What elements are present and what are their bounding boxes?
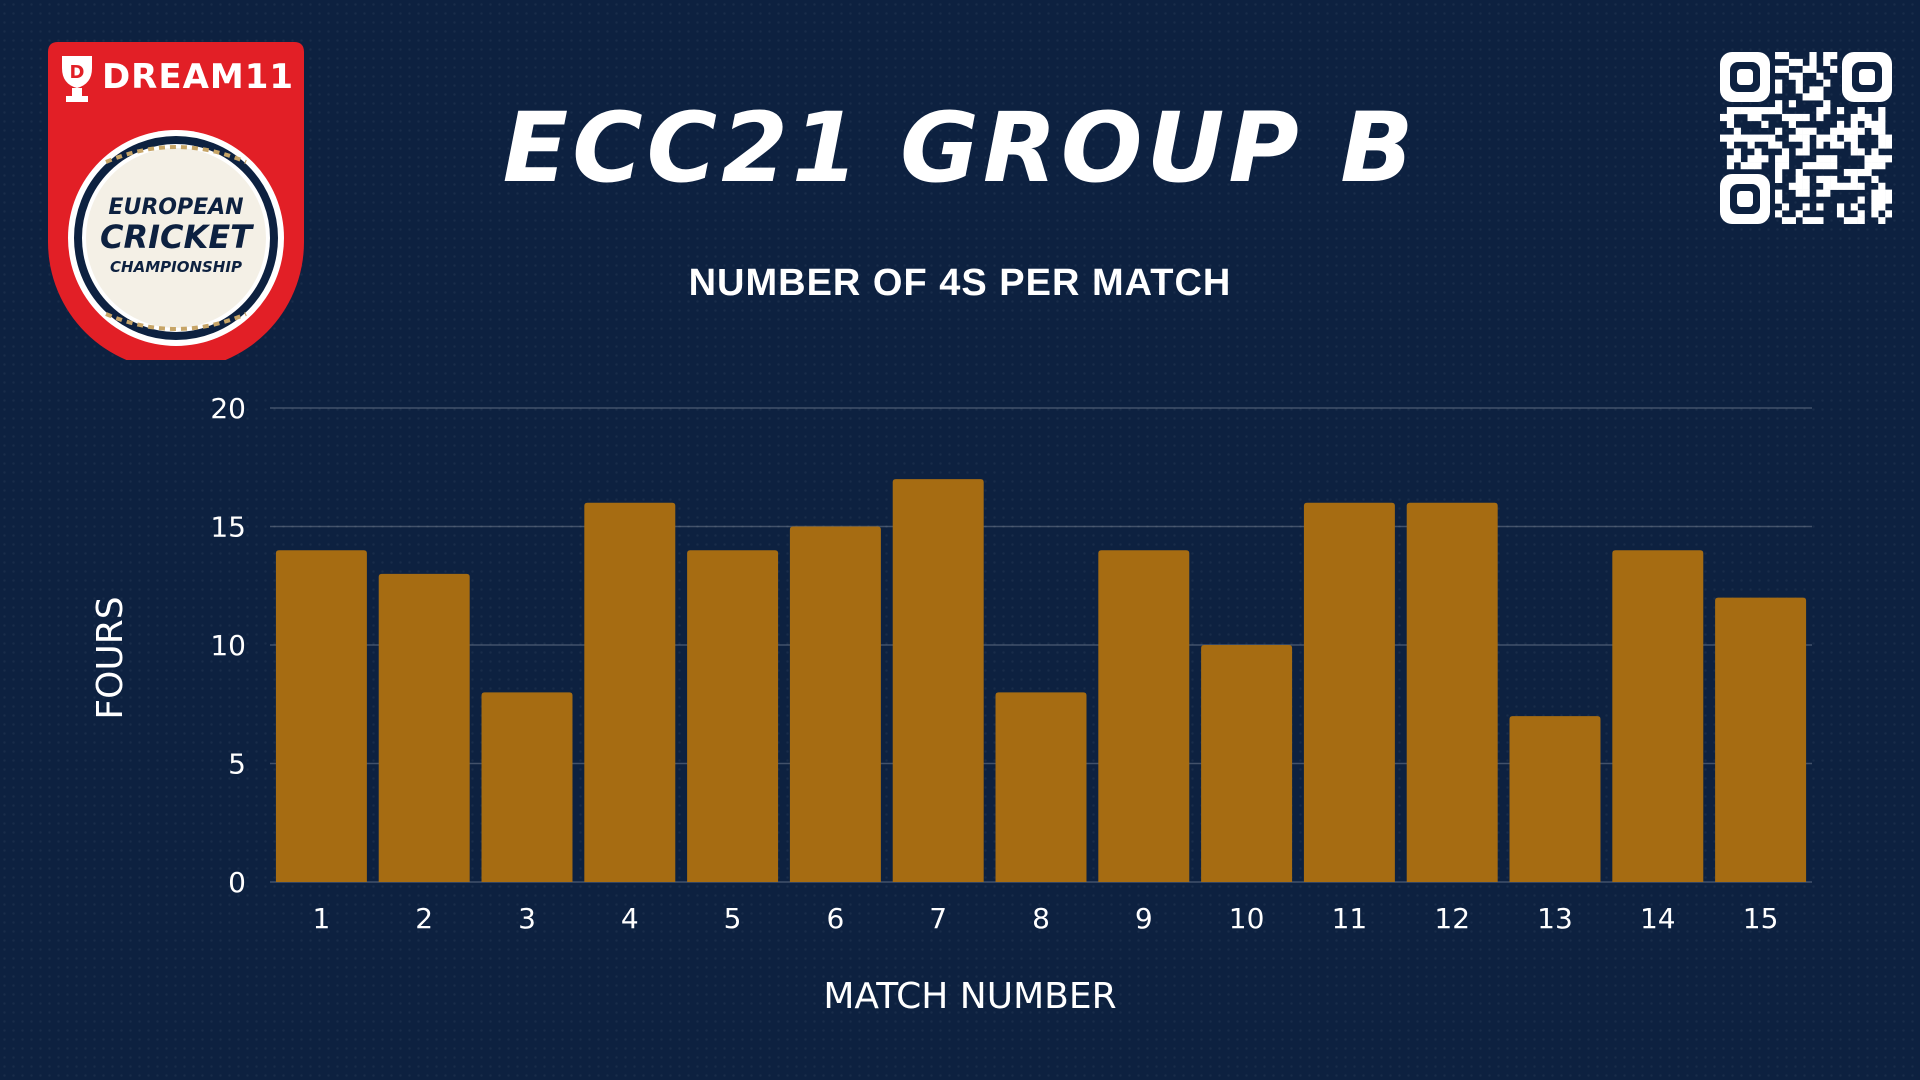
- chart-subtitle: NUMBER OF 4S PER MATCH: [688, 262, 1232, 304]
- y-tick-label: 10: [210, 629, 246, 662]
- ecc-logo: D DREAM11 EUROPEAN CRICKET CHAMPIONSHIP: [48, 42, 304, 360]
- qr-code-icon: [1720, 52, 1892, 224]
- bar-match-13: [1509, 716, 1601, 882]
- logo-line-european: EUROPEAN: [108, 195, 243, 220]
- x-tick-label: 13: [1537, 902, 1573, 935]
- x-tick-label: 8: [1032, 902, 1050, 935]
- x-tick-label: 1: [312, 902, 330, 935]
- y-tick-label: 15: [210, 511, 246, 544]
- bar-match-9: [1098, 550, 1190, 882]
- x-tick-label: 15: [1743, 902, 1779, 935]
- bar-match-7: [892, 479, 984, 882]
- y-tick-label: 20: [210, 392, 246, 425]
- bar-match-2: [378, 573, 470, 882]
- bar-match-12: [1406, 502, 1498, 882]
- x-tick-label: 5: [724, 902, 742, 935]
- x-tick-label: 2: [415, 902, 433, 935]
- svg-text:D: D: [70, 62, 85, 83]
- page-title: ECC21 GROUP B: [502, 92, 1418, 204]
- bar-match-3: [481, 692, 573, 882]
- bar-match-6: [789, 526, 881, 882]
- bar-match-11: [1303, 502, 1395, 882]
- bar-match-14: [1612, 550, 1704, 882]
- dream11-brand-text: DREAM11: [102, 57, 294, 97]
- x-tick-label: 9: [1135, 902, 1153, 935]
- x-tick-label: 3: [518, 902, 536, 935]
- y-tick-label: 0: [228, 866, 246, 899]
- y-tick-label: 5: [228, 748, 246, 781]
- bar-match-15: [1715, 597, 1807, 882]
- y-axis-label: FOURS: [90, 596, 131, 719]
- bar-match-4: [584, 502, 676, 882]
- x-tick-label: 7: [929, 902, 947, 935]
- logo-line-cricket: CRICKET: [100, 218, 254, 256]
- x-tick-label: 11: [1332, 902, 1368, 935]
- x-axis-label: MATCH NUMBER: [823, 976, 1116, 1017]
- dream11-trophy-icon: D: [62, 56, 92, 102]
- bar-match-10: [1201, 645, 1293, 882]
- bar-match-1: [275, 550, 367, 882]
- x-tick-label: 12: [1434, 902, 1470, 935]
- x-tick-label: 6: [826, 902, 844, 935]
- x-tick-label: 10: [1229, 902, 1265, 935]
- bar-match-8: [995, 692, 1087, 882]
- x-tick-label: 14: [1640, 902, 1676, 935]
- logo-line-championship: CHAMPIONSHIP: [110, 258, 242, 276]
- x-tick-label: 4: [621, 902, 639, 935]
- bar-match-5: [687, 550, 779, 882]
